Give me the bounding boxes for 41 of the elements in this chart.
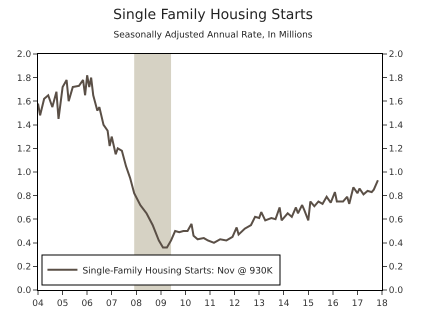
y-tick-label: 1.2 bbox=[16, 144, 32, 155]
y2-tick-label: 0.8 bbox=[388, 192, 404, 202]
x-tick-label: 08 bbox=[130, 298, 142, 309]
y2-tick-label: 0.0 bbox=[388, 286, 404, 296]
legend-label: Single-Family Housing Starts: Nov @ 930K bbox=[82, 266, 274, 276]
y2-tick-label: 1.8 bbox=[388, 74, 404, 84]
line-series bbox=[38, 74, 379, 249]
y-tick-label: 0.6 bbox=[16, 215, 32, 226]
x-tick-label: 15 bbox=[302, 298, 314, 309]
x-tick-label: 09 bbox=[155, 298, 167, 309]
y2-tick-label: 2.0 bbox=[388, 50, 404, 60]
y2-tick-label: 1.2 bbox=[388, 144, 404, 155]
y2-tick-label: 0.2 bbox=[388, 262, 404, 273]
y2-tick-label: 1.6 bbox=[388, 97, 404, 108]
x-tick-label: 11 bbox=[204, 298, 216, 309]
x-tick-label: 07 bbox=[106, 298, 118, 309]
x-tick-label: 12 bbox=[228, 298, 240, 309]
y2-tick-label: 0.4 bbox=[388, 238, 404, 249]
x-tick-label: 10 bbox=[180, 298, 192, 309]
x-tick-label: 17 bbox=[352, 298, 364, 309]
chart-subtitle: Seasonally Adjusted Annual Rate, In Millions bbox=[113, 30, 313, 40]
y-tick-label: 1.4 bbox=[16, 120, 32, 131]
y-tick-label: 1.6 bbox=[16, 97, 32, 108]
x-tick-label: 16 bbox=[327, 298, 339, 309]
x-tick-label: 13 bbox=[253, 298, 265, 309]
y2-tick-label: 1.0 bbox=[388, 168, 404, 178]
y-tick-label: 2.0 bbox=[16, 50, 32, 60]
y-tick-label: 0.4 bbox=[16, 238, 32, 249]
y-tick-label: 0.0 bbox=[16, 286, 32, 296]
y-tick-label: 0.2 bbox=[16, 262, 32, 273]
y-tick-label: 0.8 bbox=[16, 192, 32, 202]
y-tick-label: 1.8 bbox=[16, 74, 32, 84]
x-tick-label: 14 bbox=[278, 298, 290, 309]
x-tick-label: 06 bbox=[81, 298, 94, 309]
chart-title: Single Family Housing Starts bbox=[113, 7, 313, 24]
y2-tick-label: 0.6 bbox=[388, 215, 404, 226]
y2-tick-label: 1.4 bbox=[388, 120, 404, 131]
x-tick-label: 04 bbox=[32, 298, 44, 309]
y-tick-label: 1.0 bbox=[16, 168, 32, 178]
x-tick-label: 18 bbox=[376, 298, 388, 309]
x-tick-label: 05 bbox=[56, 298, 68, 309]
